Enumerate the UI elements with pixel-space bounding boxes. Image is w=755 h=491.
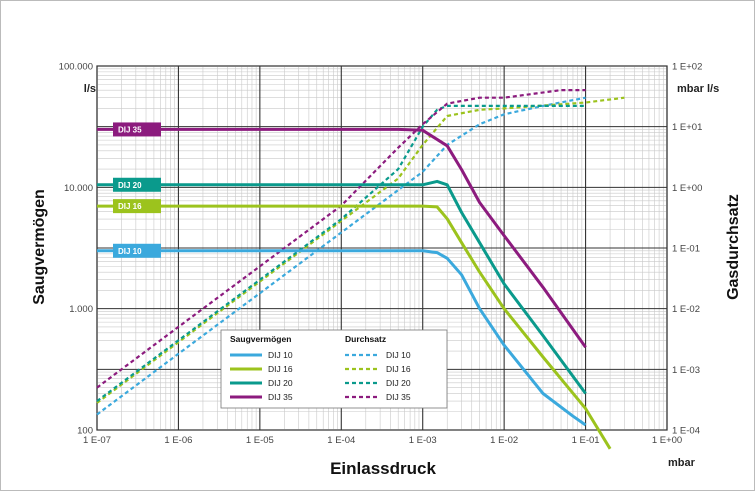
x-tick-label: 1 E-05 [246,435,274,446]
x-tick-label: 1 E-02 [490,435,518,446]
tag-label-dij-20: DIJ 20 [118,181,142,190]
throughput-line-dij-10 [96,96,586,416]
x-tick-label: 1 E+00 [652,435,682,446]
tag-dij-16 [113,199,161,214]
x-tick-label: 1 E-07 [83,435,111,446]
legend-label-throughput-dij-20: DIJ 20 [386,378,411,388]
legend: Saugvermögen Durchsatz DIJ 10 DIJ 16 DIJ 2… [220,329,448,409]
legend-label-speed-dij-16: DIJ 16 [268,364,293,374]
y-right-tick-label: 1 E-02 [672,304,700,315]
speed-line-dij-16 [97,204,612,450]
legend-label-throughput-dij-16: DIJ 16 [386,364,411,374]
legend-label-throughput-dij-10: DIJ 10 [386,350,411,360]
y-left-tick-label: 100 [77,426,93,437]
x-tick-label: 1 E-04 [327,435,355,446]
y-right-tick-label: 1 E-03 [672,365,700,376]
speed-line-dij-20 [97,179,587,395]
legend-label-speed-dij-35: DIJ 35 [268,392,293,402]
tick-labels: 1 E-07 1 E-06 1 E-05 1 E-04 1 E-03 1 E-02 1 E-… [59,62,703,447]
legend-label-speed-dij-10: DIJ 10 [268,350,293,360]
tag-dij-10 [113,243,161,258]
x-axis-title: Einlassdruck [330,459,436,478]
tag-dij-20 [113,177,161,192]
legend-label-speed-dij-20: DIJ 20 [268,378,293,388]
series-tags: DIJ 35 DIJ 20 DIJ 16 DIJ 10 [113,122,161,258]
legend-items: DIJ 10 DIJ 16 DIJ 20 DIJ 35 DIJ 10 DIJ 16 DIJ … [230,350,411,402]
speed-line-dij-35 [97,127,587,349]
throughput-line-dij-35 [96,88,586,389]
y-right-title: Gasdurchsatz [725,194,742,300]
x-tick-label: 1 E-01 [572,435,600,446]
y-left-title: Saugvermögen [31,189,48,305]
tag-label-dij-16: DIJ 16 [118,202,142,211]
y-right-tick-label: 1 E+01 [672,122,702,133]
y-right-unit: mbar l/s [677,83,719,95]
y-right-tick-label: 1 E+00 [672,183,702,194]
throughput-line-dij-20 [96,104,586,402]
y-left-tick-label: 1.000 [69,304,93,315]
legend-col2-title: Durchsatz [345,334,386,344]
series-layer [96,88,625,450]
y-left-unit: l/s [84,83,96,95]
y-left-tick-label: 100.000 [59,62,93,73]
legend-col1-title: Saugvermögen [230,334,291,344]
speed-line-dij-10 [97,249,587,427]
x-tick-label: 1 E-03 [409,435,437,446]
y-right-tick-label: 1 E-04 [672,426,700,437]
tag-label-dij-35: DIJ 35 [118,125,142,134]
x-unit: mbar [668,457,696,469]
y-left-tick-label: 10.000 [64,183,93,194]
tag-label-dij-10: DIJ 10 [118,247,142,256]
x-tick-label: 1 E-06 [164,435,192,446]
legend-label-throughput-dij-35: DIJ 35 [386,392,411,402]
y-right-tick-label: 1 E-01 [672,244,700,255]
y-right-tick-label: 1 E+02 [672,62,702,73]
tag-dij-35 [113,122,161,137]
